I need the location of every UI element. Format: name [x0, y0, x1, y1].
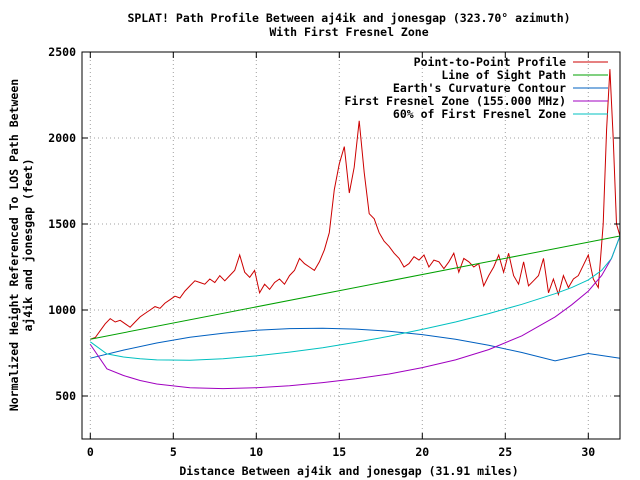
- series-line-line-of-sight-path: [90, 235, 621, 340]
- chart-subtitle: With First Fresnel Zone: [269, 25, 428, 39]
- plot-frame: [81, 51, 621, 440]
- legend-label-earth-s-curvature-contour: Earth's Curvature Contour: [393, 81, 566, 95]
- x-tick-label-20: 20: [415, 445, 429, 459]
- axis-ticks: 0 5 10 15 20 25 30 500 1000 1500 2000 2500: [48, 45, 620, 459]
- y-tick-label-1500: 1500: [48, 217, 76, 231]
- x-axis-label: Distance Between aj4ik and jonesgap (31.…: [179, 464, 518, 478]
- legend-label-point-to-point-profile: Point-to-Point Profile: [414, 55, 566, 69]
- y-axis-label-line1: Normalized Height Referenced To LOS Path…: [7, 79, 21, 411]
- series-line-point-to-point-profile: [90, 69, 621, 340]
- y-tick-label-500: 500: [55, 389, 76, 403]
- x-tick-label-25: 25: [498, 445, 512, 459]
- y-tick-label-1000: 1000: [48, 303, 76, 317]
- legend-label-first-fresnel-zone-155-000-mhz: First Fresnel Zone (155.000 MHz): [344, 94, 566, 108]
- plot-lines: [89, 69, 621, 390]
- x-tick-label-5: 5: [170, 445, 177, 459]
- legend-label-60-of-first-fresnel-zone: 60% of First Fresnel Zone: [393, 107, 566, 121]
- x-tick-label-0: 0: [87, 445, 94, 459]
- legend-label-line-of-sight-path: Line of Sight Path: [441, 68, 566, 82]
- x-tick-label-10: 10: [249, 445, 263, 459]
- y-axis-label-line2: aj4ik and jonesgap (feet): [21, 158, 35, 331]
- series-line-60-of-first-fresnel-zone: [90, 235, 621, 361]
- x-tick-label-15: 15: [332, 445, 346, 459]
- series-line-earth-s-curvature-contour: [90, 327, 621, 362]
- chart-title: SPLAT! Path Profile Between aj4ik and jo…: [127, 11, 570, 25]
- x-tick-label-30: 30: [581, 445, 595, 459]
- y-tick-label-2500: 2500: [48, 45, 76, 59]
- series-line-first-fresnel-zone-155-000-mhz: [89, 235, 621, 390]
- y-tick-label-2000: 2000: [48, 131, 76, 145]
